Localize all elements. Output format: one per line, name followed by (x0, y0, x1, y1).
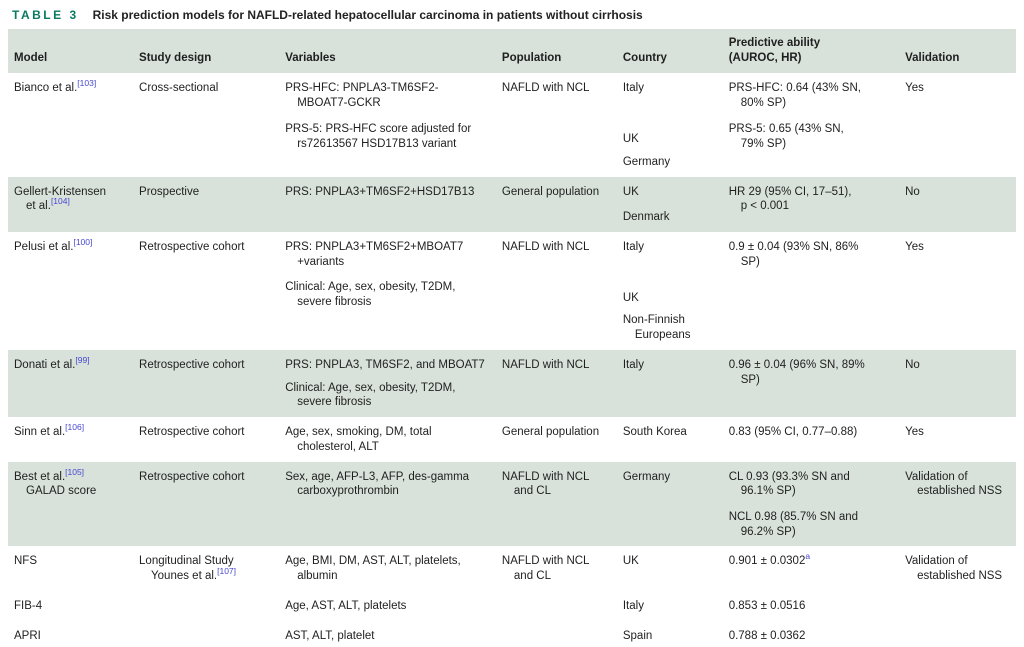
cell-model: FIB-4 (14, 599, 43, 612)
cell-variables: Age, sex, smoking, DM, total cholesterol… (285, 426, 432, 453)
table-row: Bianco et al.[103] Cross-sectional PRS-H… (8, 73, 1016, 176)
cell-validation: No (905, 358, 920, 371)
column-header-study-design: Study design (139, 51, 212, 64)
cell-model: Sinn et al.[106] (14, 422, 85, 439)
table-row: Pelusi et al.[100] Retrospective cohort … (8, 232, 1016, 350)
risk-models-table: Model Study design Variables Population … (8, 29, 1016, 647)
column-header-country: Country (622, 51, 667, 64)
cell-study-design: Retrospective cohort (139, 426, 245, 439)
citation-link[interactable]: [99] (75, 355, 90, 366)
cell-predictive-ability: 0.901 ± 0.0302a (728, 551, 811, 568)
cell-variables: Sex, age, AFP-L3, AFP, des-gamma carboxy… (285, 470, 470, 498)
table-caption: TABLE 3 Risk prediction models for NAFLD-… (12, 8, 1016, 22)
column-header-variables: Variables (285, 51, 336, 64)
cell-validation: Validation of established NSS (905, 555, 1003, 583)
cell-variables: PRS-HFC: PNPLA3-TM6SF2- MBOAT7-GCKR PRS-… (285, 82, 472, 150)
cell-validation: Validation of established NSS (905, 470, 1003, 498)
cell-variables: PRS: PNPLA3+TM6SF2+HSD17B13 (285, 185, 475, 198)
table-row: NFS Longitudinal Study Younes et al.[107… (8, 546, 1016, 590)
table-number: TABLE 3 (12, 8, 79, 22)
cell-predictive-ability: HR 29 (95% CI, 17–51), p < 0.001 (728, 185, 852, 213)
cell-study-design (139, 621, 285, 647)
cell-predictive-ability: PRS-HFC: 0.64 (43% SN, 80% SP) PRS-5: 0.… (728, 82, 861, 150)
table-row: FIB-4 Age, AST, ALT, platelets Italy 0.8… (8, 591, 1016, 621)
cell-country: Italy (622, 358, 644, 371)
cell-model: Gellert-Kristensen et al.[104] (14, 185, 107, 213)
cell-predictive-ability: 0.96 ± 0.04 (96% SN, 89% SP) (728, 358, 865, 386)
cell-model: Pelusi et al.[100] (14, 237, 93, 254)
citation-link[interactable]: [107] (217, 566, 237, 577)
column-header-population: Population (501, 51, 562, 64)
table-row: Sinn et al.[106] Retrospective cohort Ag… (8, 417, 1016, 461)
cell-variables: AST, ALT, platelet (285, 629, 375, 642)
cell-population: NAFLD with NCL (501, 82, 590, 95)
cell-study-design: Retrospective cohort (139, 358, 245, 371)
cell-population (502, 621, 623, 647)
cell-population: NAFLD with NCL and CL (501, 470, 590, 498)
cell-predictive-ability: 0.83 (95% CI, 0.77–0.88) (728, 426, 858, 439)
table-row: Best et al.[105] GALAD score Retrospecti… (8, 461, 1016, 547)
column-header-validation: Validation (905, 51, 960, 64)
cell-study-design: Longitudinal Study Younes et al.[107] (139, 555, 237, 583)
cell-population (502, 591, 623, 621)
model-subtitle: GALAD score (26, 485, 97, 498)
cell-country: Spain (622, 629, 653, 642)
cell-study-design: Retrospective cohort (139, 470, 245, 483)
cell-validation: Yes (905, 426, 924, 439)
cell-predictive-ability: 0.788 ± 0.0362 (728, 629, 806, 642)
cell-model: APRI (14, 629, 41, 642)
cell-validation: Yes (905, 82, 924, 95)
cell-study-design: Retrospective cohort (139, 241, 245, 254)
table-row: APRI AST, ALT, platelet Spain 0.788 ± 0.… (8, 621, 1016, 647)
cell-study-design: Prospective (139, 185, 200, 198)
cell-variables: Age, AST, ALT, platelets (285, 599, 407, 612)
cell-population: NAFLD with NCL (501, 358, 590, 371)
citation-link[interactable]: [100] (73, 237, 93, 248)
citation-link[interactable]: [106] (65, 422, 85, 433)
cell-model: NFS (14, 555, 37, 568)
cell-predictive-ability: 0.853 ± 0.0516 (728, 599, 806, 612)
cell-predictive-ability: 0.9 ± 0.04 (93% SN, 86% SP) (728, 241, 859, 268)
footnote-marker: a (805, 551, 811, 562)
column-header-predictive-ability: Predictive ability (AUROC, HR) (728, 37, 821, 64)
cell-population: NAFLD with NCL and CL (501, 555, 590, 583)
cell-variables: Age, BMI, DM, AST, ALT, platelets, album… (285, 555, 461, 583)
cell-population: NAFLD with NCL (501, 241, 590, 254)
cell-validation: Yes (905, 241, 924, 254)
cell-population: General population (501, 185, 600, 198)
citation-link[interactable]: [105] (65, 466, 85, 477)
cell-country: Italy UK Germany (622, 82, 671, 168)
column-header-model: Model (14, 51, 48, 64)
citation-link[interactable]: [103] (77, 78, 97, 89)
cell-model: Bianco et al.[103] (14, 78, 97, 95)
cell-variables: PRS: PNPLA3+TM6SF2+MBOAT7 +variants Clin… (285, 241, 464, 309)
cell-country: South Korea (622, 426, 687, 439)
cell-country: UK Denmark (622, 185, 670, 224)
cell-country: Germany (622, 470, 671, 483)
cell-country: UK (622, 555, 639, 568)
table-title: Risk prediction models for NAFLD-related… (92, 8, 643, 22)
cell-study-design: Cross-sectional (139, 82, 219, 95)
cell-validation (905, 591, 1016, 621)
header-row: Model Study design Variables Population … (8, 29, 1016, 74)
cell-country: Italy UK Non-Finnish Europeans (622, 241, 691, 342)
citation-link[interactable]: [104] (50, 196, 70, 207)
cell-study-design (139, 591, 285, 621)
cell-validation: No (905, 185, 920, 198)
cell-predictive-ability: CL 0.93 (93.3% SN and 96.1% SP) NCL 0.98… (728, 470, 859, 538)
cell-validation (905, 621, 1016, 647)
cell-model: Donati et al.[99] (14, 355, 90, 371)
cell-country: Italy (622, 599, 644, 612)
cell-variables: PRS: PNPLA3, TM6SF2, and MBOAT7 Clinical… (285, 358, 485, 409)
table-row: Gellert-Kristensen et al.[104] Prospecti… (8, 176, 1016, 233)
cell-model: Best et al.[105] GALAD score (8, 462, 139, 547)
table-row: Donati et al.[99] Retrospective cohort P… (8, 349, 1016, 418)
cell-population: General population (501, 426, 600, 439)
